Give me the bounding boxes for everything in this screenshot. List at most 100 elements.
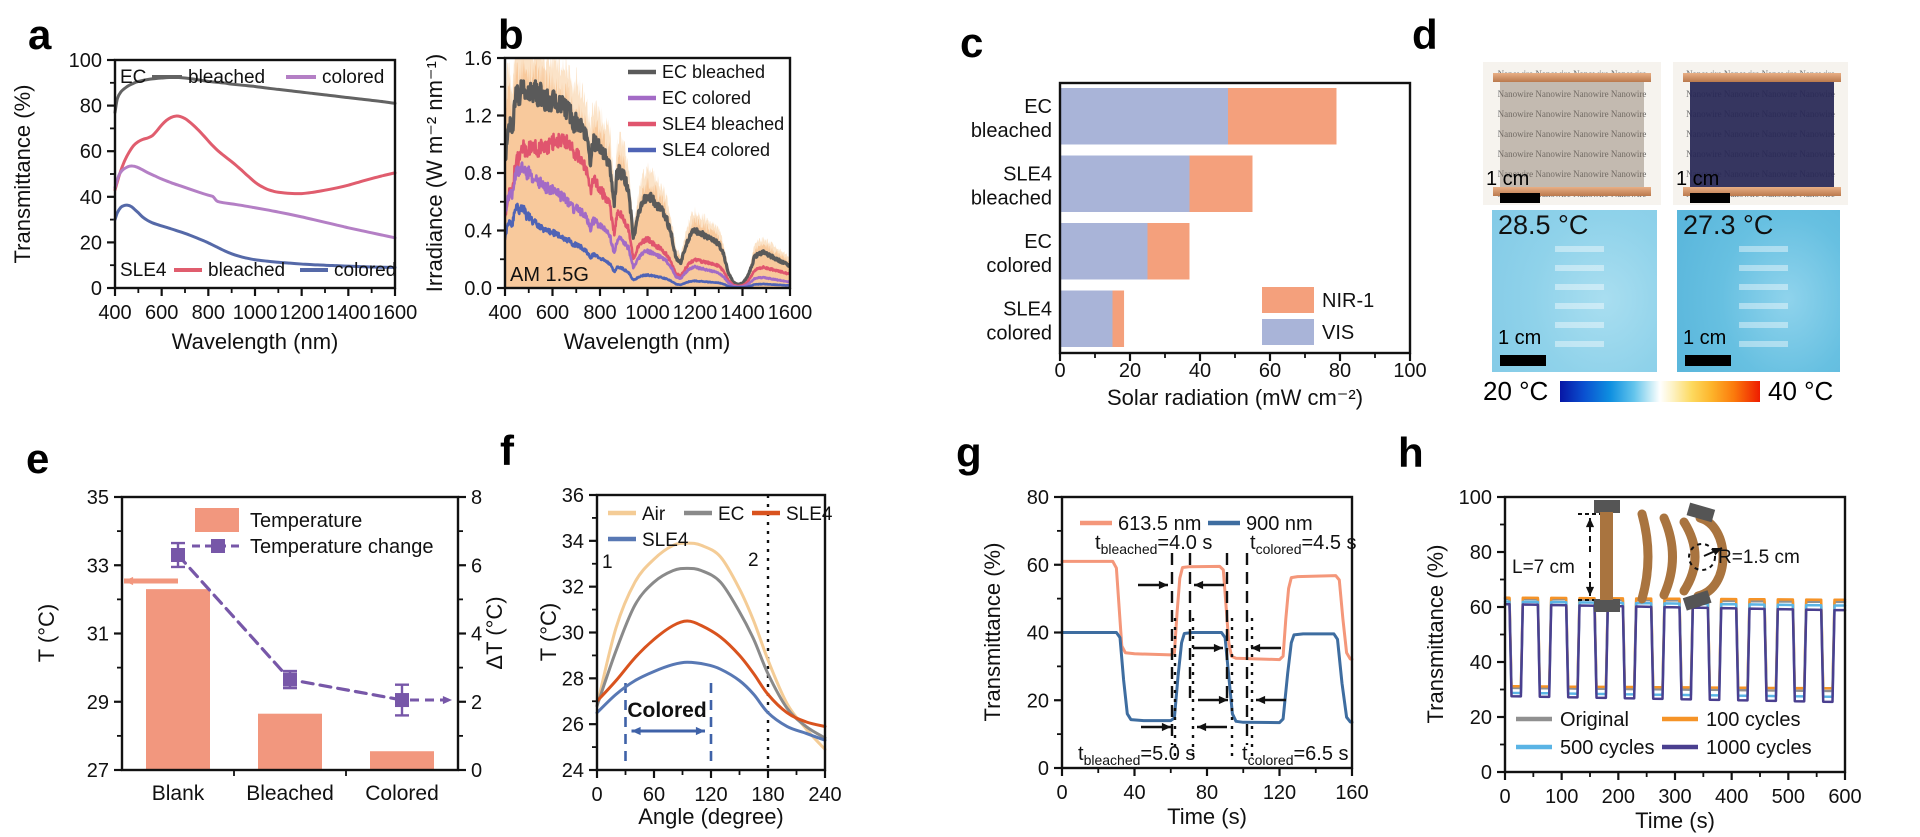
svg-text:600: 600 [536, 302, 569, 324]
svg-text:2: 2 [748, 550, 759, 571]
svg-text:VIS: VIS [1322, 322, 1354, 344]
svg-text:Transmittance (%): Transmittance (%) [1423, 545, 1448, 724]
svg-text:0: 0 [91, 278, 102, 300]
svg-text:Time (s): Time (s) [1167, 804, 1247, 829]
svg-text:Wavelength (nm): Wavelength (nm) [564, 329, 731, 354]
colorbar-max-label: 40 °C [1768, 376, 1834, 406]
svg-text:40: 40 [1470, 652, 1492, 674]
svg-text:Transmittance (%): Transmittance (%) [10, 85, 35, 264]
svg-text:0.8: 0.8 [464, 163, 492, 185]
svg-text:1200: 1200 [673, 302, 718, 324]
svg-text:33: 33 [87, 555, 109, 577]
svg-text:0.4: 0.4 [464, 221, 492, 243]
svg-text:Temperature: Temperature [250, 510, 362, 532]
svg-text:800: 800 [192, 302, 225, 324]
svg-text:40: 40 [1189, 360, 1211, 382]
series-f-0 [595, 541, 827, 751]
temperature-colorbar [1560, 381, 1760, 402]
svg-text:400: 400 [1715, 786, 1748, 808]
svg-text:120: 120 [694, 784, 727, 806]
scale-bar [1690, 193, 1730, 203]
scale-label: 1 cm [1683, 327, 1727, 349]
svg-text:0: 0 [1038, 758, 1049, 780]
svg-text:200: 200 [1602, 786, 1635, 808]
bar-temperature [370, 751, 434, 770]
svg-text:400: 400 [98, 302, 131, 324]
svg-text:36: 36 [562, 485, 584, 507]
photo-colored-device: Nanowire Nanowire Nanowire NanowireNanow… [1673, 62, 1848, 205]
svg-text:60: 60 [643, 784, 665, 806]
svg-text:100: 100 [1459, 487, 1492, 509]
svg-text:40: 40 [1027, 623, 1049, 645]
svg-text:Time (s): Time (s) [1635, 808, 1715, 833]
svg-text:colored: colored [986, 255, 1052, 277]
series-EC-bleached [505, 79, 790, 287]
svg-text:24: 24 [562, 760, 584, 782]
svg-text:1600: 1600 [768, 302, 813, 324]
svg-text:240: 240 [808, 784, 841, 806]
svg-text:Colored: Colored [627, 699, 706, 722]
chart-angle-temperature: Colored 0 60 120 180 240 24 26 28 30 32 34 36 Angle (… [536, 485, 842, 829]
svg-text:EC: EC [1024, 96, 1052, 118]
panel-label-c: c [960, 19, 984, 66]
svg-text:colored: colored [986, 322, 1052, 344]
series-1000-cycles [1503, 603, 1847, 704]
colorbar-min-label: 20 °C [1483, 376, 1549, 406]
svg-text:SLE4: SLE4 [120, 260, 167, 281]
svg-text:tbleached=4.0 s: tbleached=4.0 s [1095, 532, 1212, 557]
svg-text:R=1.5 cm: R=1.5 cm [1718, 547, 1800, 568]
svg-text:80: 80 [80, 96, 102, 118]
copper-electrode [1493, 73, 1651, 82]
copper-electrode [1493, 187, 1651, 196]
svg-text:20: 20 [1119, 360, 1141, 382]
svg-text:8: 8 [471, 487, 482, 509]
chart-solar-irradiance: 400 600 800 1000 1200 1400 1600 0.0 0.4 0.8 1.2 1.6… [422, 48, 813, 354]
svg-text:60: 60 [1027, 555, 1049, 577]
svg-text:EC bleached: EC bleached [662, 62, 765, 82]
svg-text:Air: Air [642, 504, 666, 525]
series-500-cycles [1503, 600, 1847, 699]
panel-label-f: f [500, 427, 514, 474]
colored-device-square [1683, 73, 1841, 196]
svg-text:30: 30 [562, 623, 584, 645]
svg-text:4: 4 [471, 624, 482, 646]
panel-label-d: d [1412, 11, 1438, 58]
svg-text:tcolored=6.5 s: tcolored=6.5 s [1242, 743, 1349, 768]
svg-text:bleached: bleached [208, 260, 285, 281]
svg-text:Original: Original [1560, 709, 1629, 731]
svg-text:20: 20 [80, 232, 102, 254]
svg-text:SLE4: SLE4 [642, 530, 689, 551]
temperature-readout: 27.3 °C [1683, 210, 1774, 240]
series-f-1 [595, 566, 827, 740]
svg-text:600: 600 [145, 302, 178, 324]
svg-text:80: 80 [1329, 360, 1351, 382]
svg-text:80: 80 [1196, 782, 1218, 804]
bar-temperature [258, 713, 322, 770]
svg-text:SLE4: SLE4 [786, 504, 833, 525]
svg-text:AM 1.5G: AM 1.5G [510, 264, 589, 286]
svg-text:0: 0 [1481, 762, 1492, 784]
copper-electrode [1683, 187, 1841, 196]
svg-text:0: 0 [1054, 360, 1065, 382]
chart-solar-radiation-bars: ECbleachedSLE4bleachedECcoloredSLE4color… [971, 81, 1427, 410]
photo-bleached-device: Nanowire Nanowire Nanowire Nanowire Nanow… [1483, 62, 1661, 205]
chart-transmittance-spectra: 400 600 800 1000 1200 1400 1600 0 20 40 60 80 100 Wav… [10, 50, 417, 354]
bleached-device-square [1493, 73, 1651, 196]
svg-text:SLE4: SLE4 [1003, 298, 1052, 320]
svg-text:800: 800 [583, 302, 616, 324]
svg-text:Solar radiation (mW cm⁻²): Solar radiation (mW cm⁻²) [1107, 385, 1363, 410]
svg-text:40: 40 [1123, 782, 1145, 804]
temperature-readout: 28.5 °C [1498, 210, 1589, 240]
svg-text:1: 1 [602, 552, 613, 573]
svg-text:500 cycles: 500 cycles [1560, 737, 1655, 759]
svg-text:160: 160 [1335, 782, 1368, 804]
svg-text:EC colored: EC colored [662, 88, 751, 108]
svg-text:SLE4 bleached: SLE4 bleached [662, 114, 784, 134]
thermal-image-colored: 27.3 °C 1 cm [1677, 210, 1840, 372]
svg-text:900 nm: 900 nm [1246, 513, 1313, 535]
svg-text:34: 34 [562, 531, 584, 553]
svg-text:T (°C): T (°C) [34, 604, 59, 663]
bar-nir [1189, 155, 1253, 212]
svg-text:EC: EC [120, 67, 146, 88]
scale-bar [1685, 355, 1731, 366]
